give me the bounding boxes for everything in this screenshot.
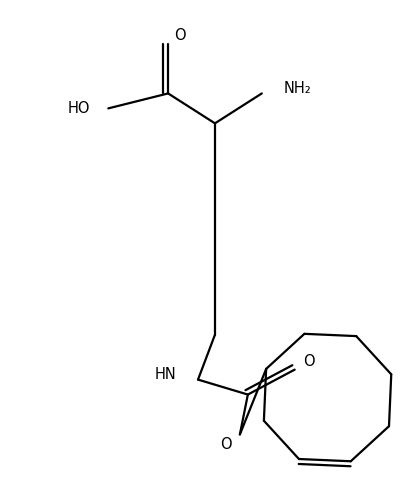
Text: O: O [220,437,231,452]
Text: O: O [302,354,314,369]
Text: HN: HN [154,367,176,382]
Text: NH₂: NH₂ [283,81,311,96]
Text: O: O [174,28,185,43]
Text: HO: HO [68,101,90,116]
